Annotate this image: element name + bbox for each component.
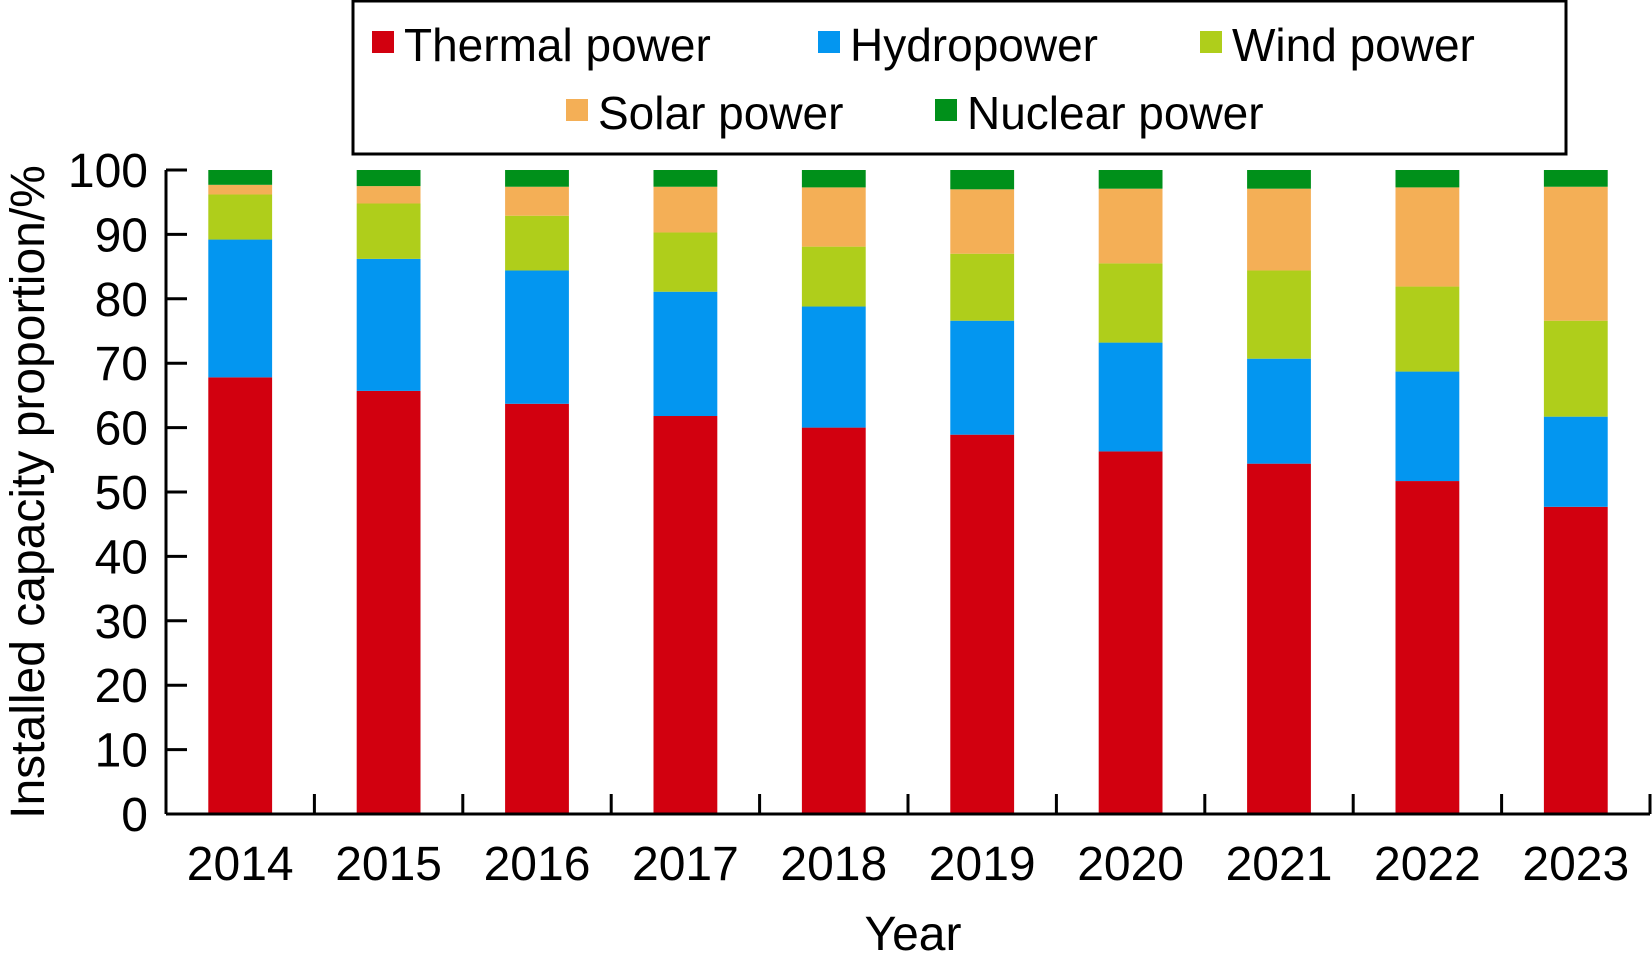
bar-segment-nuclear-power [1395, 170, 1460, 188]
bar-segment-thermal-power [505, 403, 569, 814]
bar-segment-hydropower [1098, 342, 1163, 452]
legend-label-hydropower: Hydropower [850, 19, 1098, 71]
y-tick-label: 80 [95, 274, 148, 327]
legend-swatch-wind-power [1200, 31, 1222, 53]
y-tick-label: 100 [68, 145, 148, 198]
bar-segment-nuclear-power [208, 170, 273, 185]
bar-segment-nuclear-power [1247, 170, 1311, 189]
bar-stack-2023 [1543, 170, 1608, 814]
bar-segment-nuclear-power [1098, 170, 1163, 189]
bar-segment-hydropower [950, 320, 1015, 435]
legend-label-nuclear-power: Nuclear power [967, 87, 1264, 139]
legend-label-solar-power: Solar power [598, 87, 843, 139]
legend-label-wind-power: Wind power [1232, 19, 1475, 71]
bar-segment-solar-power [356, 186, 421, 204]
bar-segment-wind-power [950, 253, 1015, 321]
bar-segment-solar-power [653, 186, 718, 233]
legend-box [351, 0, 1568, 156]
axes: 0 10 20 30 40 50 60 70 80 90 100 2014 2015 2016 2017 2… [68, 145, 1652, 891]
bar-segment-thermal-power [208, 377, 273, 814]
x-tick-label: 2015 [335, 838, 442, 891]
bar-segment-solar-power [801, 187, 866, 247]
bar-segment-thermal-power [653, 416, 718, 814]
bar-segment-solar-power [1543, 186, 1608, 321]
bar-segment-wind-power [1247, 270, 1311, 359]
bar-segment-solar-power [208, 184, 273, 195]
legend-swatch-thermal-power [372, 31, 394, 53]
bar-segment-wind-power [1395, 286, 1460, 372]
legend-label-thermal-power: Thermal power [404, 19, 711, 71]
y-tick-label: 40 [95, 531, 148, 584]
bar-segment-hydropower [356, 258, 421, 391]
bar-segment-hydropower [505, 270, 569, 404]
x-tick-label: 2016 [484, 838, 591, 891]
bar-segment-hydropower [208, 239, 273, 378]
y-axis-title: Installed capacity proportion/% [2, 165, 55, 819]
bar-segment-thermal-power [1395, 481, 1460, 814]
bar-segment-wind-power [1543, 320, 1608, 417]
legend-swatch-solar-power [566, 99, 588, 121]
bar-segment-nuclear-power [801, 170, 866, 188]
bar-stack-2021 [1247, 170, 1311, 814]
bars [208, 170, 1608, 814]
legend-swatch-nuclear-power [935, 99, 957, 121]
bar-stack-2016 [505, 170, 569, 814]
x-tick-label: 2020 [1077, 838, 1184, 891]
x-tick-label: 2018 [780, 838, 887, 891]
y-tick-label: 90 [95, 209, 148, 262]
bar-segment-nuclear-power [653, 170, 718, 187]
legend-swatch-hydropower [818, 31, 840, 53]
bar-segment-hydropower [1247, 358, 1311, 464]
bar-stack-2022 [1395, 170, 1460, 814]
legend: Thermal power Hydropower Wind power Solar p… [351, 0, 1568, 156]
y-tick-label: 0 [121, 789, 148, 842]
bar-segment-wind-power [653, 232, 718, 292]
bar-stack-2018 [801, 170, 866, 814]
bar-segment-wind-power [801, 246, 866, 307]
bar-stack-2019 [950, 170, 1015, 814]
bar-segment-nuclear-power [1543, 170, 1608, 187]
bar-segment-wind-power [356, 203, 421, 259]
y-tick-label: 10 [95, 725, 148, 778]
bar-segment-hydropower [1543, 416, 1608, 507]
y-tick-label: 70 [95, 338, 148, 391]
bar-segment-wind-power [1098, 263, 1163, 343]
bar-segment-solar-power [1098, 188, 1163, 264]
bar-segment-thermal-power [1543, 506, 1608, 814]
bar-stack-2014 [208, 170, 273, 814]
bar-stack-2017 [653, 170, 718, 814]
bar-segment-nuclear-power [356, 170, 421, 187]
y-tick-label: 30 [95, 596, 148, 649]
bar-segment-wind-power [208, 194, 273, 240]
bar-segment-solar-power [950, 189, 1015, 254]
y-tick-label: 50 [95, 467, 148, 520]
bar-segment-nuclear-power [505, 170, 569, 187]
bar-segment-nuclear-power [950, 170, 1015, 190]
bar-segment-solar-power [505, 186, 569, 216]
bar-segment-thermal-power [1098, 451, 1163, 814]
bar-segment-hydropower [653, 291, 718, 417]
bar-segment-thermal-power [1247, 463, 1311, 814]
x-axis-title: Year [865, 908, 962, 961]
bar-segment-solar-power [1247, 188, 1311, 271]
bar-segment-hydropower [1395, 371, 1460, 482]
bar-segment-solar-power [1395, 187, 1460, 287]
bar-stack-2015 [356, 170, 421, 814]
bar-segment-hydropower [801, 306, 866, 428]
x-tick-label: 2022 [1374, 838, 1481, 891]
x-tick-label: 2014 [187, 838, 294, 891]
bar-segment-thermal-power [356, 390, 421, 814]
bar-stack-2020 [1098, 170, 1163, 814]
bar-segment-thermal-power [801, 427, 866, 814]
bar-segment-wind-power [505, 215, 569, 271]
x-tick-label: 2017 [632, 838, 739, 891]
x-tick-label: 2021 [1226, 838, 1333, 891]
y-tick-label: 60 [95, 403, 148, 456]
x-tick-label: 2019 [929, 838, 1036, 891]
y-tick-label: 20 [95, 660, 148, 713]
bar-segment-thermal-power [950, 434, 1015, 814]
x-tick-label: 2023 [1522, 838, 1629, 891]
